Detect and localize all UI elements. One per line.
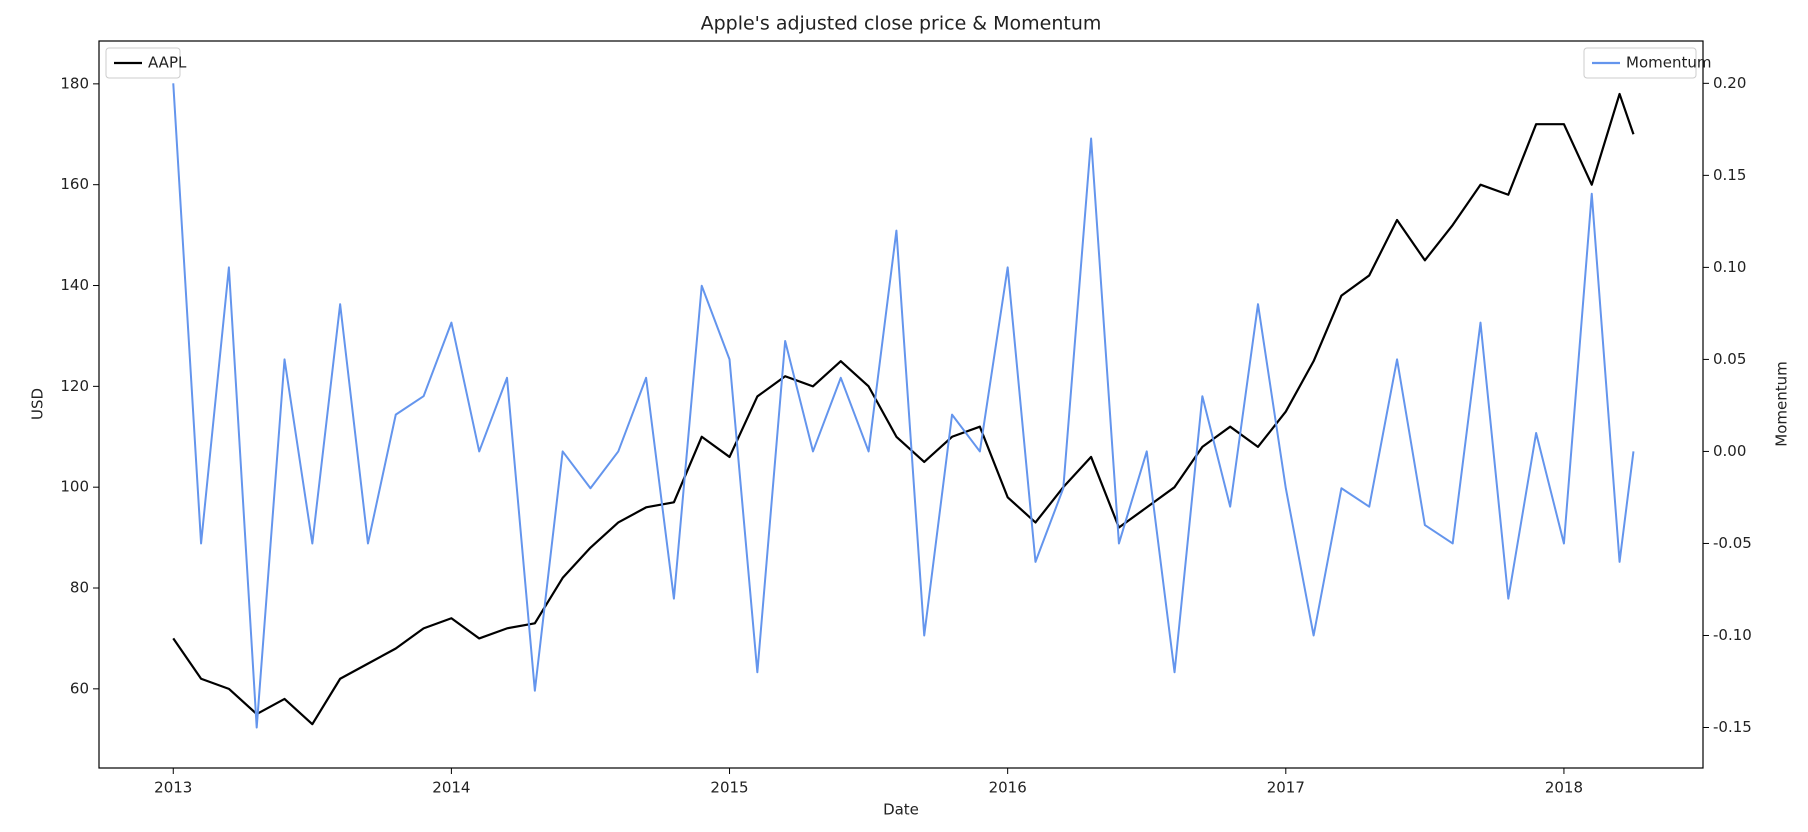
y2-tick-label: 0.20 — [1713, 74, 1746, 92]
y-tick-label: 180 — [60, 74, 89, 92]
y2-tick-label: -0.05 — [1713, 534, 1752, 552]
y2-tick-label: -0.15 — [1713, 718, 1752, 736]
legend-label: AAPL — [148, 54, 187, 72]
plot-frame — [98, 40, 1704, 769]
x-tick-label: 2018 — [1545, 779, 1583, 797]
y2-tick-label: -0.10 — [1713, 626, 1752, 644]
y-axis-label: USD — [29, 388, 47, 420]
x-axis-label: Date — [883, 801, 919, 819]
legend-box — [105, 47, 181, 79]
y-tick-label: 60 — [70, 679, 89, 697]
y2-axis-label: Momentum — [1773, 361, 1791, 446]
y-tick-label: 140 — [60, 276, 89, 294]
y2-tick-label: 0.10 — [1713, 258, 1746, 276]
y-tick-label: 100 — [60, 478, 89, 496]
x-tick-label: 2015 — [710, 779, 748, 797]
line-series — [172, 92, 1635, 726]
legend-box — [1583, 47, 1697, 79]
y-tick-label: 120 — [60, 377, 89, 395]
x-tick-label: 2017 — [1267, 779, 1305, 797]
y-tick-label: 160 — [60, 175, 89, 193]
y-tick-label: 80 — [70, 579, 89, 597]
y2-tick-label: 0.05 — [1713, 350, 1746, 368]
x-tick-label: 2014 — [432, 779, 470, 797]
x-tick-label: 2013 — [154, 779, 192, 797]
line-series — [172, 83, 1635, 729]
y2-tick-label: 0.15 — [1713, 166, 1746, 184]
legend-label: Momentum — [1626, 54, 1711, 72]
y2-tick-label: 0.00 — [1713, 442, 1746, 460]
x-tick-label: 2016 — [989, 779, 1027, 797]
chart-title: Apple's adjusted close price & Momentum — [701, 13, 1102, 35]
